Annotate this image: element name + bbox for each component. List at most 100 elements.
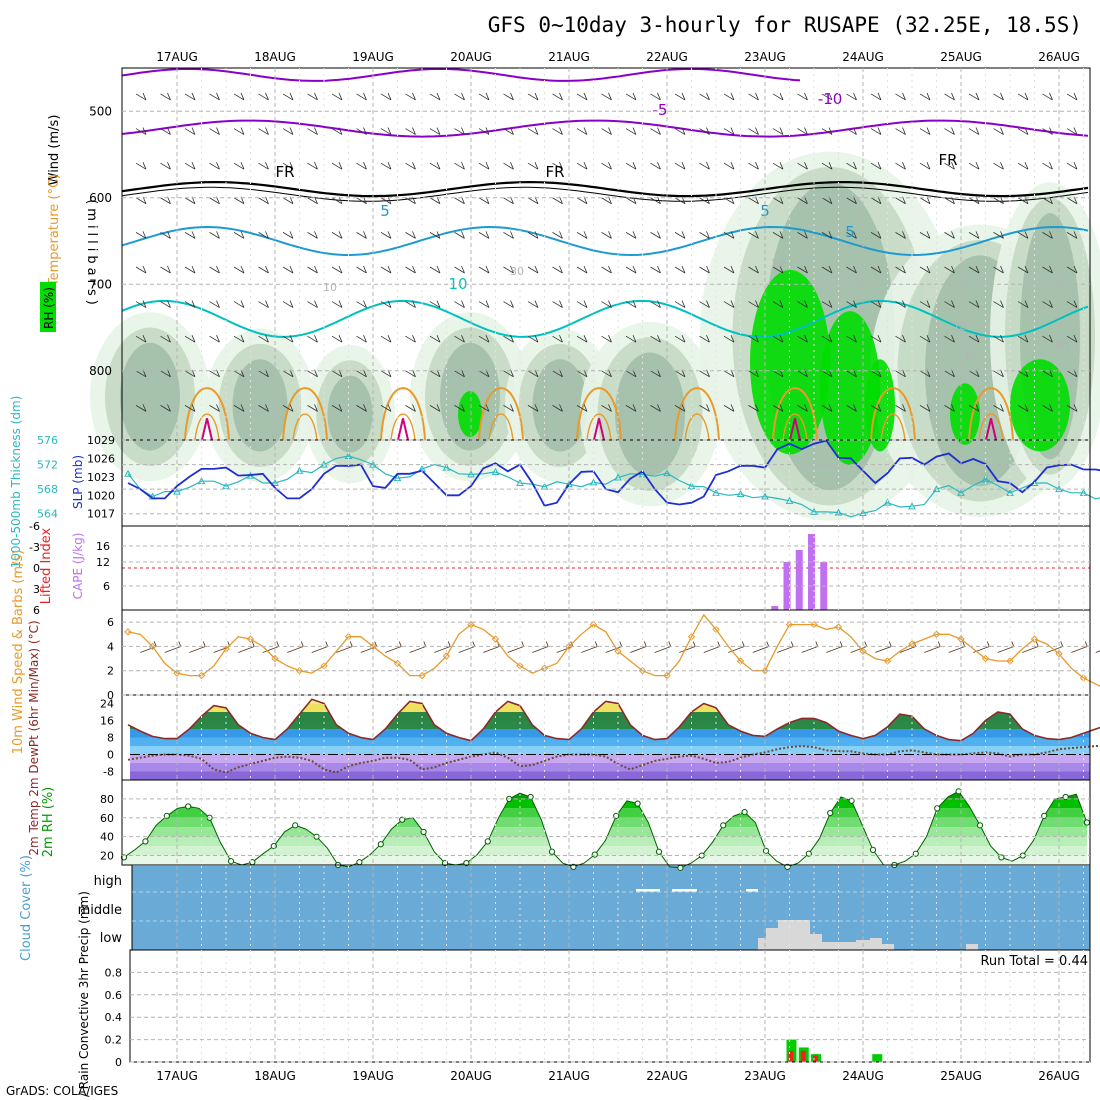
upper-wind-barb <box>233 404 245 412</box>
upper-wind-barb <box>331 162 343 170</box>
upper-wind-barb <box>307 404 318 412</box>
day-label-top: 22AUG <box>646 50 688 64</box>
upper-wind-barb <box>1042 300 1053 308</box>
isotherm-10 <box>121 299 1089 338</box>
upper-wind-barb <box>503 265 514 274</box>
day-label-top: 17AUG <box>156 50 198 64</box>
upper-wind-barb <box>1042 92 1053 101</box>
rh-axis-label: RH (%) <box>42 287 56 329</box>
upper-wind-barb <box>1042 335 1053 343</box>
day-label-top: 20AUG <box>450 50 492 64</box>
upper-wind-barb <box>356 231 367 239</box>
upper-wind-barb <box>723 231 735 239</box>
upper-wind-barb <box>846 196 857 205</box>
rh-tick: 40 <box>100 831 114 844</box>
surface-wind-barb <box>385 641 402 653</box>
surface-wind-barb <box>654 641 672 653</box>
upper-wind-barb <box>454 162 465 170</box>
upper-wind-barb <box>503 231 514 239</box>
chart-title: GFS 0~10day 3-hourly for RUSAPE (32.25E,… <box>488 13 1082 37</box>
wind-speed-point <box>148 642 157 651</box>
temp-mask <box>128 695 1100 741</box>
rh-point <box>185 803 192 810</box>
upper-wind-barb <box>870 127 882 135</box>
upper-wind-barb <box>993 92 1004 101</box>
upper-wind-barb <box>625 92 637 101</box>
upper-wind-barb <box>552 92 563 101</box>
temp-tick: 0 <box>107 749 114 762</box>
upper-wind-barb <box>552 127 563 135</box>
wind-speed-point <box>981 654 990 663</box>
isotherm-20 <box>292 413 318 441</box>
wind-speed-point <box>491 635 500 643</box>
upper-wind-barb <box>527 92 539 101</box>
wind-speed-point <box>173 669 181 677</box>
upper-wind-barb <box>748 265 759 274</box>
upper-wind-barb <box>772 265 784 274</box>
surface-wind-barb <box>581 641 598 653</box>
upper-wind-barb <box>625 404 637 412</box>
upper-wind-barb <box>699 231 710 239</box>
upper-wind-barb <box>601 92 612 101</box>
upper-wind-barb <box>1066 92 1078 101</box>
run-total-label: Run Total = 0.44 <box>980 954 1088 969</box>
lifted-index-axis-label: Lifted Index <box>39 527 54 604</box>
upper-wind-barb <box>405 404 416 412</box>
isotherm-20 <box>782 413 808 441</box>
upper-wind-barb <box>429 162 441 170</box>
contour-label: FR <box>275 163 294 181</box>
upper-wind-barb <box>772 92 784 101</box>
upper-wind-barb <box>405 92 416 101</box>
upper-wind-barb <box>552 162 563 170</box>
upper-wind-barb <box>625 300 637 308</box>
isotherm-20 <box>488 413 514 441</box>
upper-wind-barb <box>748 335 759 343</box>
upper-wind-barb <box>405 300 416 308</box>
cloud-level-label: middle <box>78 903 122 918</box>
thickness-point <box>834 508 843 516</box>
isotherm-25 <box>789 418 801 441</box>
contour-label: -5 <box>653 101 668 119</box>
rh-point <box>741 809 748 816</box>
slp-axis-label: SLP (mb) <box>71 455 85 509</box>
upper-wind-barb <box>135 231 147 239</box>
wind10m-axis-label: 10m Wind Speed & Barbs (m/s) <box>11 550 26 755</box>
wind-speed-point <box>736 657 745 665</box>
upper-wind-barb <box>527 300 539 308</box>
surface-wind-barb <box>287 641 304 653</box>
upper-wind-barb <box>503 404 514 412</box>
rh-point <box>848 797 855 804</box>
pressure-tick: 800 <box>89 364 112 378</box>
upper-wind-barb <box>258 92 269 101</box>
surface-wind-barb <box>1095 650 1100 653</box>
upper-wind-barb <box>699 196 710 205</box>
precip-tick: 0.4 <box>105 1011 123 1024</box>
upper-wind-barb <box>233 162 245 170</box>
upper-wind-barb <box>699 92 710 101</box>
upper-wind-barb <box>576 127 588 135</box>
isotherm-m5 <box>121 119 1089 138</box>
upper-wind-barb <box>601 162 612 170</box>
upper-wind-barb <box>380 265 392 274</box>
upper-wind-barb <box>331 404 343 412</box>
upper-wind-barb <box>797 265 808 274</box>
wind-speed-point <box>932 630 941 638</box>
wind-speed-point <box>908 640 916 648</box>
rh-point <box>591 851 598 858</box>
thickness-point <box>981 475 990 483</box>
rh-point <box>655 848 663 855</box>
upper-wind-barb <box>258 162 269 170</box>
cloud-low-block <box>966 944 978 950</box>
upper-wind-barb <box>821 335 833 343</box>
isotherm-20 <box>194 413 220 441</box>
surface-wind-barb <box>948 641 966 653</box>
upper-wind-barb <box>184 231 196 239</box>
upper-wind-barb <box>503 92 514 101</box>
isotherm-15 <box>870 387 916 441</box>
upper-wind-barb <box>895 162 906 170</box>
upper-wind-barb <box>919 127 931 135</box>
upper-wind-barb <box>209 265 220 274</box>
upper-wind-barb <box>405 127 416 135</box>
rh-point <box>527 793 534 801</box>
